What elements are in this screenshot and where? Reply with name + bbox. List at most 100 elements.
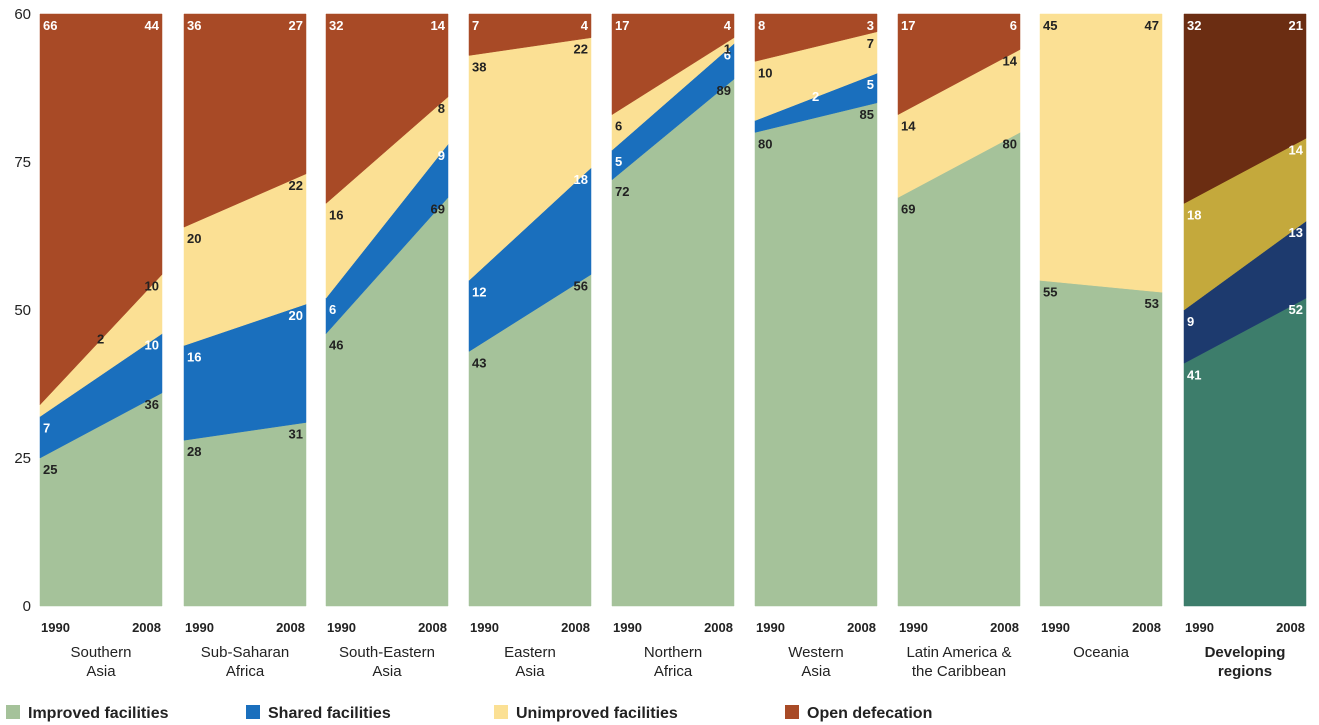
- year-label-2008: 2008: [1132, 620, 1161, 635]
- data-label-1990: 16: [187, 350, 201, 365]
- legend-label: Improved facilities: [28, 705, 169, 722]
- data-label-2008: 4: [581, 18, 589, 33]
- area-improved-facilities: [183, 422, 307, 607]
- data-label-2008: 14: [431, 18, 446, 33]
- area-open-defecation: [39, 13, 163, 406]
- region-label: Asia: [86, 663, 116, 680]
- y-tick-label: 50: [14, 302, 31, 319]
- year-label-2008: 2008: [561, 620, 590, 635]
- region-label: the Caribbean: [912, 663, 1006, 680]
- data-label-1990: 18: [1187, 207, 1201, 222]
- year-label-2008: 2008: [276, 620, 305, 635]
- data-label-1990: 12: [472, 284, 486, 299]
- region-label: Western: [788, 644, 844, 661]
- year-label-1990: 1990: [327, 620, 356, 635]
- data-label-2008: 14: [1289, 142, 1304, 157]
- data-label-2008: 13: [1289, 225, 1303, 240]
- region-label: Africa: [654, 663, 693, 680]
- year-label-2008: 2008: [1276, 620, 1305, 635]
- legend-label: Shared facilities: [268, 705, 391, 722]
- region-label: Asia: [515, 663, 545, 680]
- region-label: Asia: [372, 663, 402, 680]
- data-label-2008: 20: [289, 308, 303, 323]
- area-open-defecation: [468, 13, 592, 56]
- y-tick-label: 25: [14, 450, 31, 467]
- data-label-1990: 5: [615, 154, 622, 169]
- data-label-1990: 10: [758, 65, 772, 80]
- data-label-1990: 25: [43, 462, 57, 477]
- data-label-1990: 6: [329, 302, 336, 317]
- data-label-2008: 7: [867, 36, 874, 51]
- data-label-2008: 5: [867, 77, 874, 92]
- legend-label: Open defecation: [807, 705, 932, 722]
- area-open-defecation: [897, 13, 1021, 116]
- panel: 41 52 9 13 18 14 32 21 1990 2008 Developing regions: [1183, 13, 1307, 680]
- y-axis: 0 25 50 75 60: [14, 6, 31, 615]
- region-label: Sub-Saharan: [201, 644, 289, 661]
- data-label-2008: 6: [1010, 18, 1017, 33]
- data-label-2008: 3: [867, 18, 874, 33]
- data-label-2008: 31: [289, 426, 303, 441]
- data-label-2008: 27: [289, 18, 303, 33]
- legend: Improved facilities Shared facilities Unim…: [6, 705, 932, 722]
- area-open-defecation: [325, 13, 449, 204]
- region-label: Eastern: [504, 644, 556, 661]
- area-unimproved-facilities: [1039, 13, 1163, 293]
- data-label-1990: 9: [1187, 314, 1194, 329]
- data-label-1990: 46: [329, 338, 343, 353]
- data-label-2008: 9: [438, 148, 445, 163]
- panel: 69 80 14 14 17 6 1990 2008 Latin America & the Ca…: [897, 13, 1021, 680]
- data-label-2008: 10: [145, 278, 159, 293]
- data-label-1990: 16: [329, 207, 343, 222]
- year-label-1990: 1990: [899, 620, 928, 635]
- data-label-2008: 85: [860, 107, 874, 122]
- region-label: Asia: [801, 663, 831, 680]
- data-label-1990: 32: [329, 18, 343, 33]
- region-label: Northern: [644, 644, 702, 661]
- data-label-1990: 41: [1187, 367, 1201, 382]
- area-open-defecation: [183, 13, 307, 228]
- data-label-1990: 80: [758, 136, 772, 151]
- region-label: Latin America &: [906, 644, 1011, 661]
- area-improved-facilities: [754, 102, 878, 607]
- year-label-1990: 1990: [1041, 620, 1070, 635]
- data-label-1990: 45: [1043, 18, 1057, 33]
- data-label-2008: 80: [1003, 136, 1017, 151]
- data-label-2008: 53: [1145, 296, 1159, 311]
- year-label-1990: 1990: [470, 620, 499, 635]
- data-label-1990: 72: [615, 184, 629, 199]
- year-label-2008: 2008: [990, 620, 1019, 635]
- data-label-2008: 6: [724, 48, 731, 63]
- data-label-1990: 36: [187, 18, 201, 33]
- data-label-1990: 7: [472, 18, 479, 33]
- legend-swatch: [785, 705, 799, 719]
- legend-swatch: [6, 705, 20, 719]
- area-improved-facilities: [1039, 280, 1163, 607]
- data-label-2008: 14: [1003, 54, 1018, 69]
- data-label-1990: 55: [1043, 284, 1057, 299]
- legend-swatch: [246, 705, 260, 719]
- data-label-2008: 36: [145, 397, 159, 412]
- data-label-2008: 22: [289, 178, 303, 193]
- data-label-2008: 18: [574, 172, 588, 187]
- year-label-1990: 1990: [756, 620, 785, 635]
- year-label-2008: 2008: [704, 620, 733, 635]
- data-label-2008: 4: [724, 18, 732, 33]
- data-label-2008: 10: [145, 338, 159, 353]
- area-open-defecation: [611, 13, 735, 116]
- y-tick-label: 0: [23, 598, 31, 615]
- area-open-defecation: [1183, 13, 1307, 204]
- year-label-2008: 2008: [418, 620, 447, 635]
- area-open-defecation: [754, 13, 878, 62]
- panel: 28 31 16 20 20 22 36 27 1990 2008 Sub-Saharan Afric…: [183, 13, 307, 680]
- year-label-1990: 1990: [41, 620, 70, 635]
- data-label-2008: 21: [1289, 18, 1303, 33]
- year-label-1990: 1990: [613, 620, 642, 635]
- data-label-1990: 28: [187, 444, 201, 459]
- data-label-1990: 43: [472, 355, 486, 370]
